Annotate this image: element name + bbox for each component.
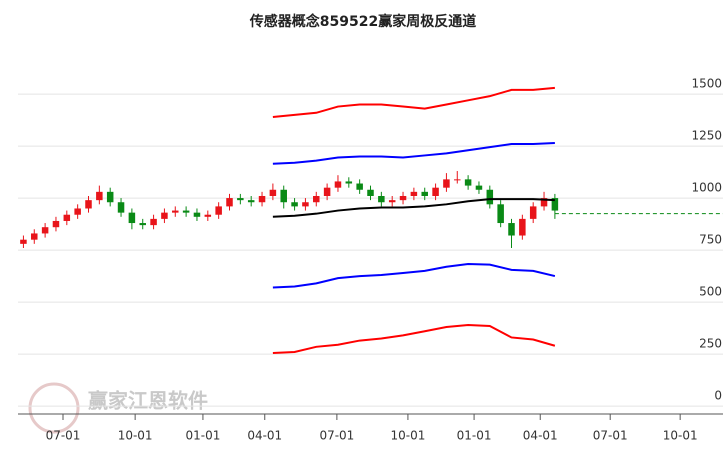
- x-tick-label: 07-01: [593, 429, 628, 443]
- channel-line: [272, 86, 555, 118]
- candle-body: [551, 198, 559, 211]
- x-tick-label: 04-01: [247, 429, 282, 443]
- candle-body: [443, 179, 450, 188]
- candle-body: [410, 191, 418, 196]
- y-tick-label: 1500: [691, 77, 722, 91]
- watermark-logo: [28, 382, 80, 434]
- channel-line: [272, 263, 556, 289]
- candle-body: [204, 214, 212, 217]
- candle-body: [421, 191, 428, 196]
- candle-body: [150, 218, 157, 226]
- candle-body: [367, 189, 374, 196]
- candle-body: [85, 200, 92, 209]
- candle-body: [96, 191, 103, 201]
- candle-body: [247, 200, 255, 203]
- candle-body: [378, 195, 385, 203]
- candle-body: [475, 185, 483, 190]
- candle-body: [237, 198, 244, 201]
- x-tick-label: 10-01: [118, 429, 153, 443]
- candle-body: [334, 181, 342, 188]
- x-tick-label: 01-01: [185, 429, 220, 443]
- candle-body: [117, 202, 125, 213]
- candle-body: [313, 195, 320, 203]
- candle-body: [215, 206, 222, 215]
- candle-body: [182, 210, 190, 213]
- y-tick-label: 500: [699, 285, 722, 299]
- candle-body: [226, 198, 233, 207]
- candle-body: [139, 223, 146, 226]
- channel-line: [272, 141, 555, 165]
- y-tick-label: 1250: [691, 129, 722, 143]
- candle-body: [63, 214, 71, 221]
- candle-body: [540, 198, 548, 207]
- candle-body: [345, 181, 353, 184]
- candle-body: [432, 187, 439, 196]
- candle-body: [486, 189, 494, 205]
- x-tick-label: 07-01: [46, 429, 81, 443]
- candle-body: [128, 212, 136, 224]
- y-tick-label: 250: [699, 337, 722, 351]
- candle-body: [41, 227, 49, 234]
- y-tick-label: 1000: [691, 181, 722, 195]
- candle-body: [454, 179, 461, 181]
- candle-body: [193, 212, 201, 217]
- chart-title: 传感器概念859522赢家周极反通道: [249, 13, 476, 30]
- channel-line: [272, 323, 556, 355]
- candle-body: [52, 220, 60, 228]
- x-tick-label: 10-01: [663, 429, 698, 443]
- candle-body: [106, 191, 114, 203]
- x-tick-label: 10-01: [390, 429, 425, 443]
- candle-body: [161, 212, 168, 219]
- candle-body: [399, 195, 407, 201]
- candle-body: [464, 179, 472, 186]
- candle-body: [172, 210, 179, 213]
- candle-body: [508, 223, 515, 236]
- candle-body: [497, 204, 504, 224]
- y-tick-label: 0: [714, 389, 722, 403]
- candle-body: [529, 206, 537, 219]
- candle-body: [519, 218, 526, 236]
- candle-body: [356, 183, 363, 190]
- candle-body: [20, 239, 27, 244]
- candle-body: [74, 208, 81, 215]
- candle-body: [323, 187, 331, 196]
- x-tick-label: 04-01: [523, 429, 558, 443]
- candle-body: [291, 202, 298, 207]
- watermark: 赢家江恩软件: [88, 389, 208, 413]
- candle-body: [280, 189, 287, 203]
- y-tick-label: 750: [699, 233, 722, 247]
- candle-body: [269, 189, 277, 196]
- candle-body: [31, 233, 38, 240]
- x-tick-label: 01-01: [457, 429, 492, 443]
- x-tick-label: 07-01: [319, 429, 354, 443]
- candle-body: [302, 202, 309, 207]
- candle-body: [388, 200, 396, 203]
- candle-body: [258, 195, 266, 203]
- channel-line: [272, 198, 555, 218]
